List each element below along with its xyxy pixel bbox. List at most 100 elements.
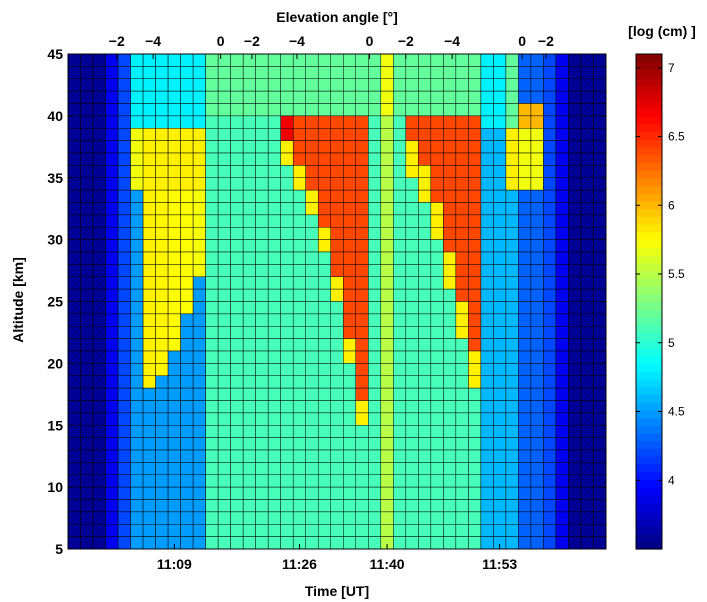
heatmap-cell <box>317 499 331 513</box>
heatmap-cell <box>192 214 206 228</box>
heatmap-cell <box>443 313 457 327</box>
colorbar-frame <box>635 53 663 550</box>
heatmap-cell <box>130 326 144 339</box>
heatmap-cell <box>393 66 407 80</box>
heatmap-cell <box>117 227 131 240</box>
heatmap-cell <box>205 214 219 228</box>
heatmap-cell <box>380 400 394 414</box>
heatmap-cell <box>192 449 206 463</box>
heatmap-cell-hatch <box>568 66 581 79</box>
heatmap-cell <box>205 251 219 265</box>
heatmap-cell <box>180 524 194 537</box>
heatmap-cell <box>317 301 331 315</box>
heatmap-cell <box>155 115 169 129</box>
colorbar-segment <box>636 200 662 210</box>
heatmap-cell <box>380 239 394 253</box>
heatmap-cell <box>555 350 569 364</box>
heatmap-cell <box>518 128 532 141</box>
heatmap-cell-hatch <box>93 91 106 104</box>
heatmap-cell <box>192 313 206 327</box>
heatmap-cell <box>518 462 532 476</box>
heatmap-cell <box>217 227 231 240</box>
heatmap-cell <box>205 449 219 463</box>
colorbar-label: [log (cm) ] <box>628 23 696 39</box>
heatmap-cell <box>305 214 319 228</box>
heatmap-cell <box>255 375 269 389</box>
heatmap-cell <box>543 499 557 513</box>
heatmap-cell <box>355 66 369 80</box>
heatmap-cell <box>330 338 344 352</box>
heatmap-cell <box>430 152 444 166</box>
heatmap-cell <box>343 511 357 525</box>
heatmap-cell <box>267 437 281 451</box>
heatmap-cell <box>305 53 319 67</box>
heatmap-cell <box>530 326 544 339</box>
heatmap-cell <box>305 227 319 240</box>
heatmap-cell <box>505 400 519 414</box>
heatmap-cell <box>530 363 544 377</box>
heatmap-cell <box>292 115 306 129</box>
heatmap-cell-hatch <box>80 487 94 500</box>
heatmap-cell <box>430 214 444 228</box>
heatmap-cell <box>468 103 482 117</box>
heatmap-cell <box>418 326 432 339</box>
heatmap-cell <box>405 425 419 438</box>
heatmap-cell <box>405 499 419 513</box>
heatmap-cell-hatch <box>68 400 81 413</box>
colorbar-segment <box>636 371 662 380</box>
heatmap-cell <box>105 239 119 253</box>
heatmap-cell <box>242 152 256 166</box>
heatmap-cell <box>105 165 119 179</box>
heatmap-cell-hatch <box>593 511 606 525</box>
colorbar-tick-label: 4.5 <box>668 405 685 419</box>
heatmap-cell <box>330 449 344 463</box>
heatmap-cell-hatch <box>568 499 581 512</box>
heatmap-cell <box>418 177 432 191</box>
heatmap-cell-hatch <box>93 351 106 364</box>
heatmap-cell <box>393 449 407 463</box>
heatmap-cell <box>530 103 544 117</box>
heatmap-cell <box>480 536 494 550</box>
heatmap-cell <box>155 189 169 203</box>
heatmap-cell <box>217 387 231 401</box>
heatmap-cell <box>330 474 344 488</box>
colorbar-segment <box>636 255 662 264</box>
heatmap-cell <box>543 449 557 463</box>
heatmap-cell <box>205 375 219 389</box>
heatmap-cell <box>468 152 482 166</box>
heatmap-cell <box>255 524 269 537</box>
heatmap-cell <box>305 375 319 389</box>
heatmap-cell <box>192 239 206 253</box>
heatmap-cell <box>192 462 206 476</box>
heatmap-cell <box>405 301 419 315</box>
heatmap-cell <box>543 53 557 67</box>
heatmap-cell <box>255 152 269 166</box>
heatmap-cell-hatch <box>80 536 94 550</box>
heatmap-cell <box>242 412 256 426</box>
heatmap-cell <box>105 400 119 414</box>
heatmap-cell <box>267 90 281 104</box>
heatmap-cell <box>192 288 206 302</box>
heatmap-cell <box>167 202 181 216</box>
heatmap-cell <box>555 301 569 315</box>
heatmap-cell <box>205 78 219 92</box>
heatmap-cell <box>330 486 344 500</box>
heatmap-cell <box>530 412 544 426</box>
heatmap-cell-hatch <box>580 190 594 203</box>
heatmap-cell <box>330 165 344 179</box>
heatmap-cell <box>255 202 269 216</box>
heatmap-cell-hatch <box>568 276 581 290</box>
heatmap-cell <box>368 511 382 525</box>
heatmap-cell <box>130 412 144 426</box>
heatmap-cell <box>292 375 306 389</box>
heatmap-cell <box>330 350 344 364</box>
heatmap-cell <box>443 78 457 92</box>
heatmap-cell <box>217 338 231 352</box>
heatmap-cell <box>305 499 319 513</box>
heatmap-cell-hatch <box>580 214 594 228</box>
heatmap-cell <box>443 449 457 463</box>
heatmap-cell-hatch <box>68 524 81 537</box>
heatmap-cell-hatch <box>593 264 606 277</box>
heatmap-cell-hatch <box>68 115 81 129</box>
